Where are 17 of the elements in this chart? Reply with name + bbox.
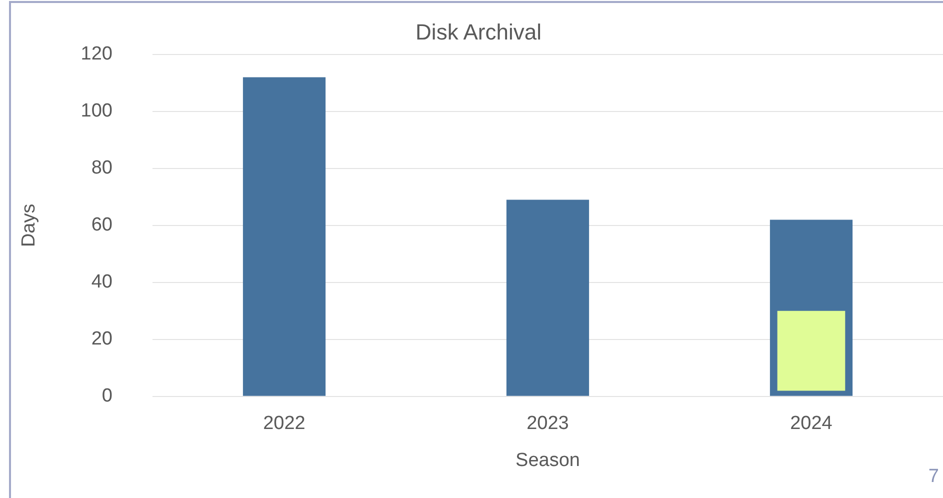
x-tick-label: 2023 [526, 413, 569, 434]
y-tick-label: 80 [91, 158, 112, 179]
bar [506, 200, 590, 396]
y-tick-label: 100 [80, 100, 112, 122]
y-tick-label: 40 [91, 272, 112, 293]
y-tick-label: 120 [80, 44, 112, 65]
bar [777, 310, 846, 391]
x-axis-title: Season [516, 450, 580, 471]
y-tick-label: 60 [91, 214, 112, 236]
chart-title: Disk Archival [416, 19, 542, 44]
x-tick-label: 2022 [263, 413, 306, 434]
text: 7 [928, 466, 939, 488]
y-axis-title: Days [18, 204, 40, 248]
bar [242, 77, 326, 396]
y-tick-label: 0 [102, 386, 112, 407]
x-tick-label: 2024 [790, 413, 833, 434]
y-tick-label: 20 [91, 328, 112, 350]
